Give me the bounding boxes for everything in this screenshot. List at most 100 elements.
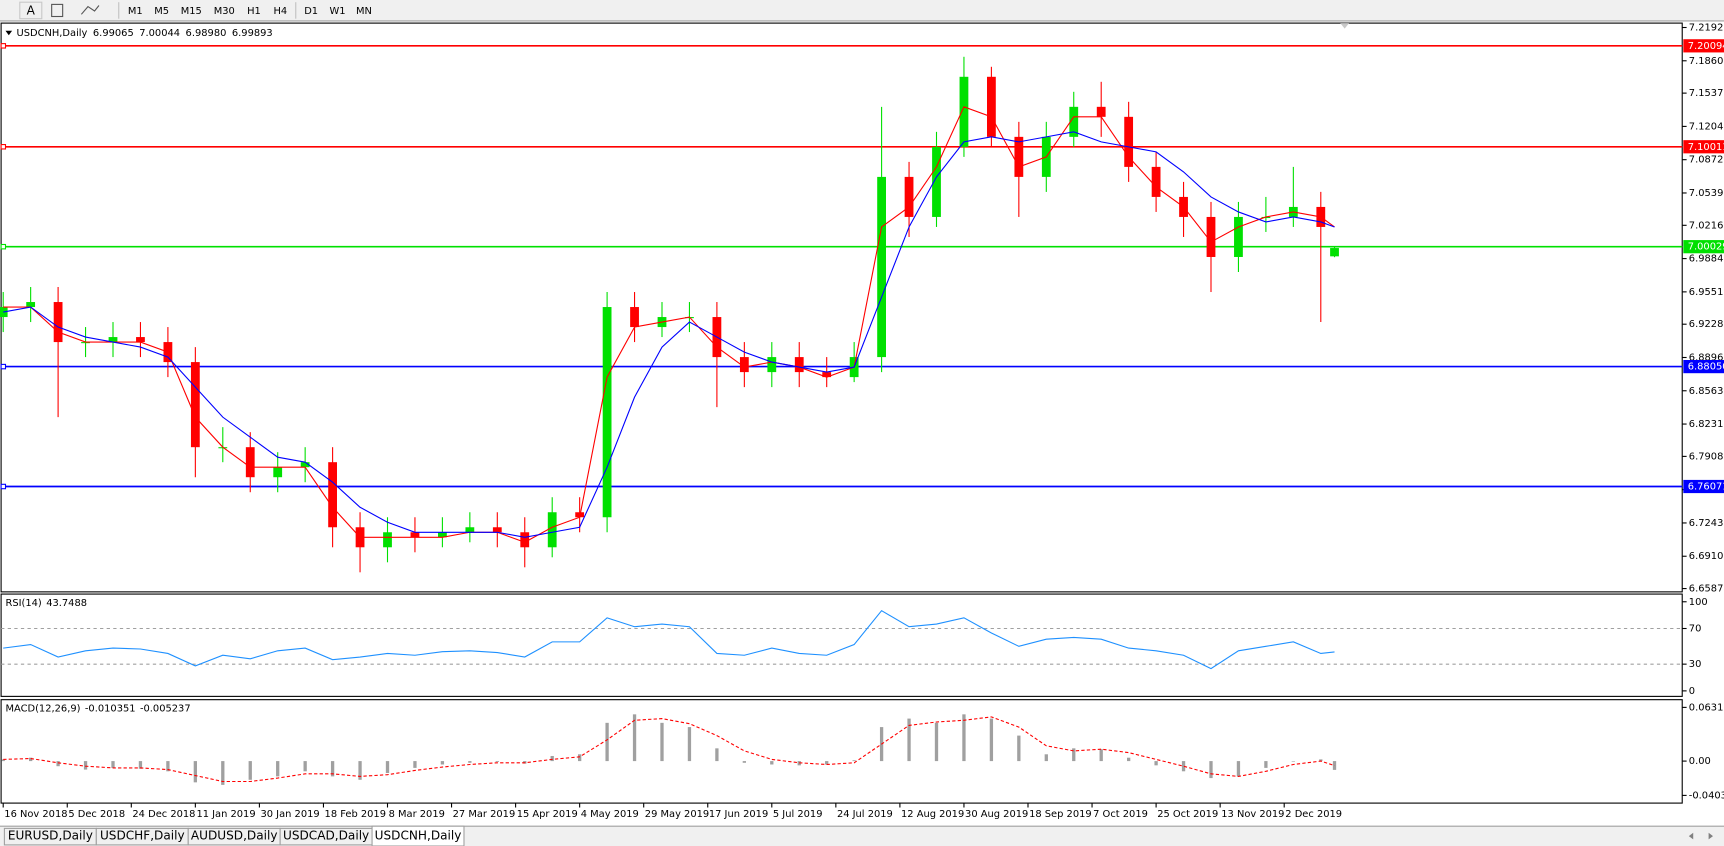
candle-body: [438, 532, 447, 538]
y-tick-label: 70: [1689, 624, 1702, 635]
timeframe-button[interactable]: D1: [304, 6, 318, 17]
macd-bar: [1236, 761, 1241, 777]
candle-body: [1124, 116, 1134, 167]
y-tick-label: 6.82310: [1689, 419, 1724, 430]
timeframe-button[interactable]: H1: [247, 6, 261, 17]
moving-average: [3, 131, 1335, 538]
collapse-triangle[interactable]: [5, 30, 13, 36]
macd-pane: [0, 699, 1683, 804]
candle-body: [300, 462, 310, 468]
level-handle[interactable]: [0, 144, 7, 150]
shift-marker: [1340, 23, 1350, 29]
x-tick-label: 16 Nov 2018: [4, 809, 67, 820]
macd-bar: [989, 718, 994, 762]
header-part: MACD(12,26,9): [5, 703, 80, 714]
candle-body: [959, 76, 969, 147]
tab-label[interactable]: AUDUSD,Daily: [191, 829, 278, 843]
arrows-tool-icon[interactable]: [80, 5, 100, 15]
level-price-label: 6.88050: [1688, 362, 1724, 373]
y-tick-label: 6.72430: [1689, 518, 1724, 529]
candle-body: [822, 372, 832, 378]
candle-body: [1330, 248, 1339, 257]
timeframe-button[interactable]: H4: [274, 6, 288, 17]
level-price-box: [1683, 140, 1724, 154]
font-button-frame[interactable]: [19, 1, 43, 20]
x-tick-label: 18 Feb 2019: [325, 809, 386, 820]
level-handle[interactable]: [0, 363, 7, 370]
y-tick-label: 7.18600: [1689, 56, 1724, 67]
candle-body: [245, 447, 255, 478]
y-tick-label: 6.69105: [1689, 551, 1724, 562]
macd-bar: [440, 761, 445, 765]
x-tick-label: 2 Dec 2019: [1285, 809, 1342, 820]
text-tool-icon[interactable]: [51, 3, 64, 18]
signal-line: [3, 716, 1335, 783]
y-tick-label: 0: [1689, 686, 1695, 697]
y-tick-label: 6.92285: [1689, 319, 1724, 330]
timeframe-button[interactable]: MN: [356, 6, 372, 17]
y-tick-label: -0.040355: [1689, 790, 1724, 801]
font-button[interactable]: A: [27, 3, 36, 17]
candle-body: [108, 337, 118, 343]
x-tick-label: 4 May 2019: [581, 809, 639, 820]
rsi-pane: [0, 593, 1683, 697]
timeframe-button[interactable]: M30: [214, 6, 235, 17]
moving-average: [3, 106, 1335, 543]
x-tick-label: 24 Dec 2018: [132, 809, 195, 820]
x-tick-label: 25 Oct 2019: [1157, 809, 1218, 820]
macd-bar: [825, 761, 829, 765]
level-price-label: 7.20094: [1688, 41, 1724, 52]
tab-label[interactable]: USDCNH,Daily: [375, 829, 462, 843]
level-price-box: [1683, 359, 1724, 374]
level-handle[interactable]: [0, 243, 7, 250]
candle-body: [1206, 216, 1216, 257]
candle-body: [520, 532, 530, 548]
candle-body: [136, 337, 145, 343]
macd-bar: [1319, 759, 1323, 762]
level-handle[interactable]: [0, 43, 7, 49]
plot-layer: 7.21925 7.18600 7.15370 7.12045 7.08720 7.053…: [0, 23, 1724, 820]
level-price-label: 7.00029: [1688, 242, 1724, 253]
level-handle[interactable]: [0, 483, 7, 490]
y-tick-label: 6.85635: [1689, 386, 1724, 397]
y-tick-label: 6.65875: [1689, 584, 1724, 595]
timeframe-button[interactable]: M1: [128, 6, 143, 17]
tab-label[interactable]: EURUSD,Daily: [8, 829, 93, 843]
macd-bar: [962, 714, 966, 762]
active-tab[interactable]: [371, 825, 465, 846]
candle-body: [1096, 106, 1106, 117]
macd-bar: [56, 761, 60, 767]
indicator-header: MACD(12,26,9) -0.010351 -0.005237: [5, 703, 190, 714]
x-tick-label: 29 May 2019: [645, 809, 709, 820]
timeframe-button[interactable]: M5: [154, 6, 169, 17]
candle-body: [273, 467, 283, 478]
candle-body: [630, 307, 639, 328]
header-part: 6.99065: [93, 28, 134, 39]
y-tick-label: 7.05395: [1689, 188, 1724, 199]
macd-bar: [632, 714, 637, 762]
x-tick-label: 15 Apr 2019: [517, 809, 578, 820]
macd-bar: [193, 761, 198, 783]
y-tick-label: 6.95515: [1689, 287, 1724, 298]
timeframe-button[interactable]: M15: [181, 6, 202, 17]
x-tick-label: 8 Mar 2019: [389, 809, 445, 820]
tab-label[interactable]: USDCAD,Daily: [283, 829, 369, 843]
macd-bar: [742, 761, 746, 763]
timeframe-button[interactable]: W1: [330, 6, 346, 17]
y-tick-label: 6.98840: [1689, 254, 1724, 265]
tab-label[interactable]: USDCHF,Daily: [100, 829, 185, 843]
macd-bar: [248, 761, 252, 780]
header-part: 6.99893: [232, 28, 273, 39]
macd-bar: [578, 754, 582, 762]
x-tick-label: 13 Nov 2019: [1221, 809, 1284, 820]
timeframe-group: M1 M5 M15 M30 H1 H4 D1 W1 MN: [128, 2, 372, 19]
candle-body: [904, 176, 914, 217]
macd-bar: [1099, 749, 1103, 762]
x-tick-label: 17 Jun 2019: [709, 809, 768, 820]
x-tick-label: 30 Jan 2019: [261, 809, 320, 820]
candle-body: [465, 527, 475, 533]
header-part: 7.00044: [139, 28, 180, 39]
x-tick-label: 24 Jul 2019: [837, 809, 893, 820]
